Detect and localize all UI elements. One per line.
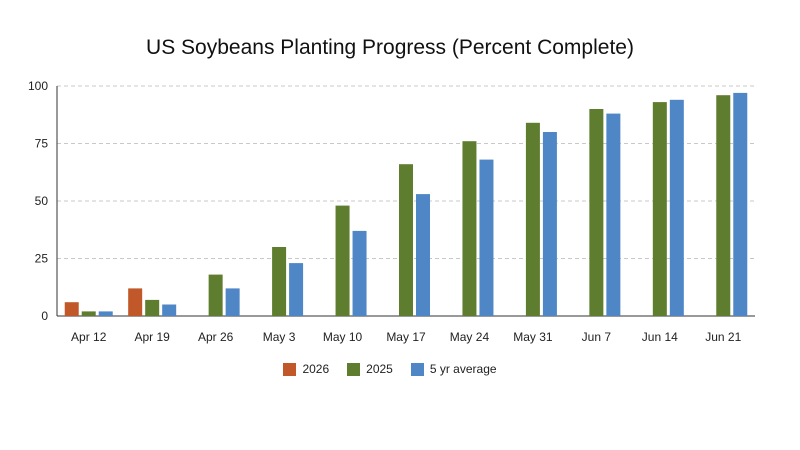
- bar-5-yr-average: [162, 304, 177, 316]
- x-tick-label: Apr 26: [198, 330, 234, 344]
- bar-2026: [128, 288, 143, 316]
- bar-2025: [716, 95, 731, 316]
- bar-2025: [335, 205, 350, 316]
- x-tick-label: Jun 14: [642, 330, 678, 344]
- y-tick-label: 25: [35, 252, 49, 266]
- bar-5-yr-average: [606, 113, 621, 316]
- legend-item-5yr-average: 5 yr average: [410, 362, 497, 376]
- y-tick-label: 0: [41, 309, 48, 323]
- x-tick-label: Jun 7: [582, 330, 612, 344]
- legend-label-2025: 2025: [366, 362, 393, 376]
- bar-2025: [272, 247, 287, 316]
- bar-5-yr-average: [352, 230, 367, 316]
- bar-5-yr-average: [225, 288, 240, 316]
- x-tick-label: May 10: [323, 330, 363, 344]
- legend: 2026 2025 5 yr average: [0, 362, 780, 376]
- y-tick-label: 50: [35, 194, 49, 208]
- legend-swatch-2025: [347, 362, 361, 376]
- bar-2025: [525, 122, 540, 316]
- bar-2025: [652, 102, 667, 316]
- bar-5-yr-average: [669, 99, 684, 316]
- x-tick-label: May 24: [450, 330, 490, 344]
- x-tick-label: Apr 19: [135, 330, 171, 344]
- x-tick-label: May 17: [386, 330, 426, 344]
- bar-2025: [208, 274, 223, 316]
- chart-title: US Soybeans Planting Progress (Percent C…: [146, 36, 634, 59]
- y-tick-label: 75: [35, 137, 49, 151]
- bar-5-yr-average: [479, 159, 494, 316]
- bar-5-yr-average: [416, 194, 430, 316]
- bar-2025: [589, 109, 604, 316]
- legend-label-2026: 2026: [302, 362, 330, 376]
- bar-5-yr-average: [98, 311, 113, 316]
- bar-2025: [462, 141, 477, 316]
- x-tick-label: Jun 21: [705, 330, 741, 344]
- legend-item-2025: 2025: [347, 362, 393, 376]
- bar-5-yr-average: [733, 92, 748, 317]
- x-tick-label: Apr 12: [71, 330, 107, 344]
- legend-item-2026: 2026: [283, 362, 329, 376]
- bar-2025: [399, 164, 413, 316]
- bar-5-yr-average: [542, 132, 557, 316]
- legend-label-5yr-average: 5 yr average: [429, 362, 497, 376]
- x-tick-label: May 31: [513, 330, 553, 344]
- bar-2026: [64, 302, 79, 316]
- y-tick-label: 100: [28, 79, 48, 93]
- bar-5-yr-average: [289, 263, 304, 316]
- legend-swatch-2026: [283, 362, 297, 376]
- bar-2025: [81, 311, 96, 316]
- legend-swatch-5yr-average: [410, 362, 424, 376]
- bar-2025: [145, 299, 160, 316]
- x-tick-label: May 3: [263, 330, 296, 344]
